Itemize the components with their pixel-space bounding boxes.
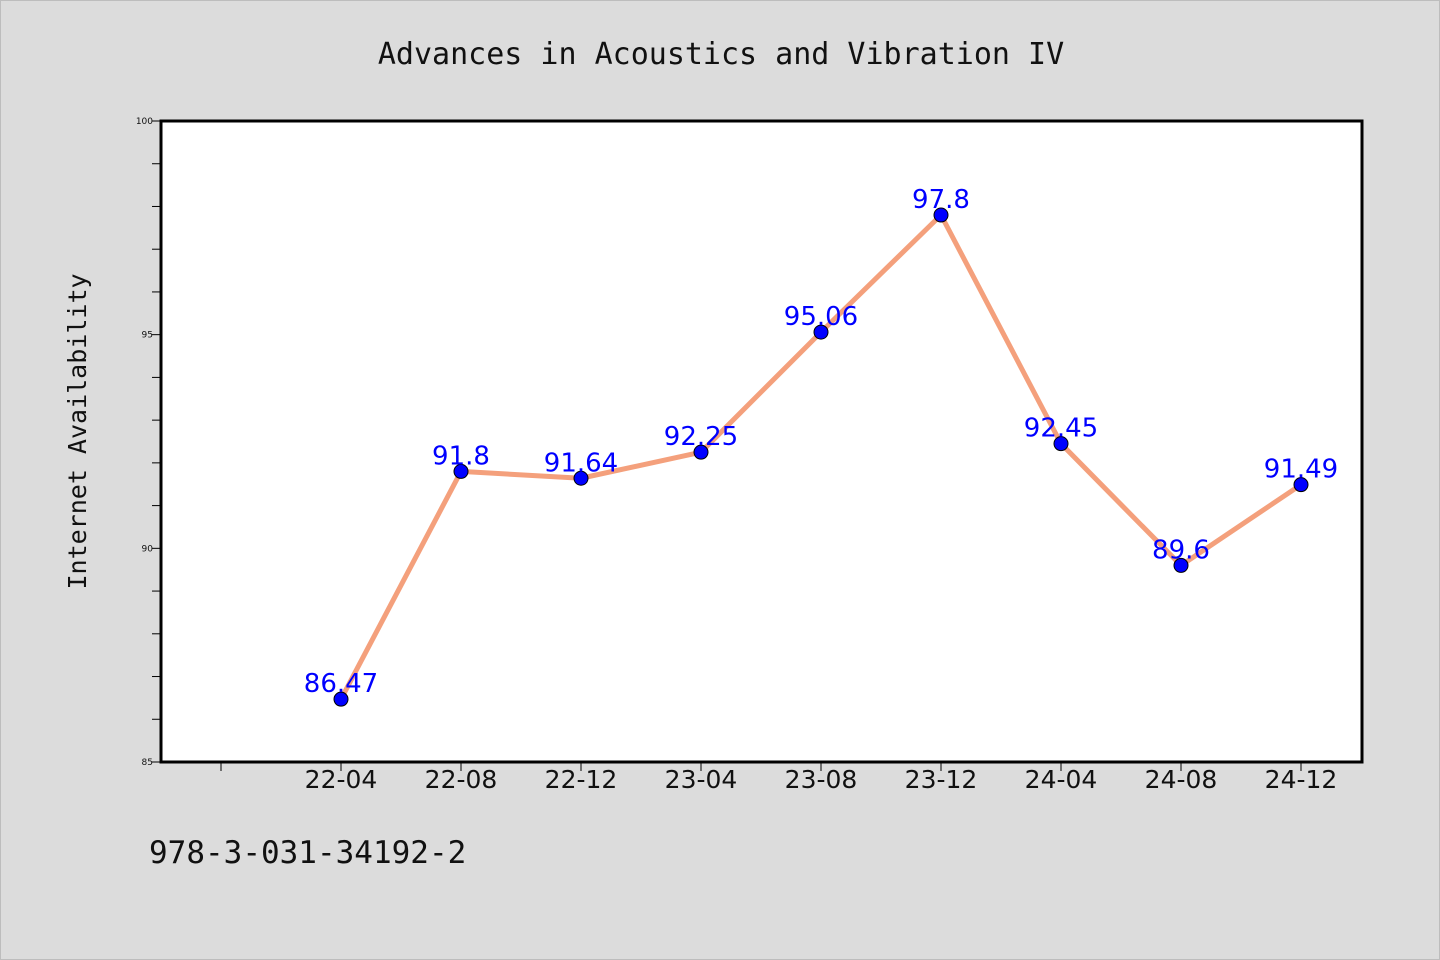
data-label: 91.8 [432,441,490,471]
y-axis: 85 90 95 100 [136,117,161,768]
data-point [1053,436,1069,452]
y-tick-label: 85 [142,758,153,768]
data-point [693,444,709,460]
x-tick-label: 22-08 [425,765,498,794]
footnote-isbn: 978-3-031-34192-2 [149,835,467,871]
plot-area [159,119,1364,764]
chart-title: Advances in Acoustics and Vibration IV [378,37,1064,72]
series-markers [333,207,1309,707]
data-point [933,207,949,223]
x-axis: 22-04 22-08 22-12 23-04 23-08 23-12 24-04 24-08… [220,762,1338,794]
data-point [333,691,349,707]
x-tick-label: 24-04 [1025,765,1098,794]
data-labels: 86.47 91.8 91.64 92.25 95.06 97.8 92.45 89.6 91.… [304,185,1338,699]
data-label: 92.45 [1024,414,1098,444]
x-tick-label: 22-12 [545,765,618,794]
data-point [1293,477,1309,493]
data-label: 86.47 [304,669,378,699]
y-tick-label: 90 [142,544,154,554]
y-tick-label: 95 [142,331,153,341]
x-tick-label: 23-12 [905,765,978,794]
x-tick-label: 22-04 [305,765,378,794]
x-tick-label: 24-12 [1265,765,1338,794]
data-label: 89.6 [1152,535,1210,565]
data-point [1173,557,1189,573]
x-tick-label: 23-04 [665,765,738,794]
y-axis-label: Internet Availability [63,273,92,589]
data-point [453,463,469,479]
data-label: 91.64 [544,448,618,478]
data-label: 95.06 [784,302,858,332]
data-label: 97.8 [912,185,970,215]
x-tick-label: 24-08 [1145,765,1218,794]
data-point [813,324,829,340]
data-point [573,470,589,486]
y-tick-label: 100 [136,117,153,127]
data-label: 92.25 [664,422,738,452]
data-label: 91.49 [1264,455,1338,485]
x-tick-label: 23-08 [785,765,858,794]
